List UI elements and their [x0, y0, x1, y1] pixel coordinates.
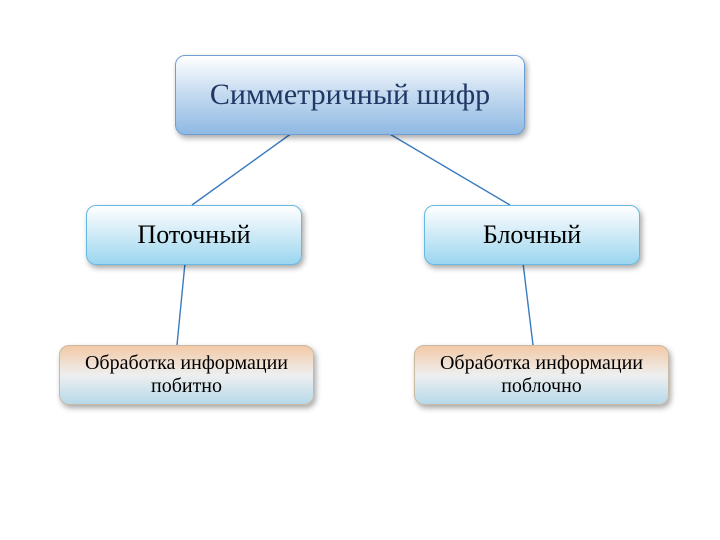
- edge-root-stream: [192, 133, 292, 205]
- node-stream: Поточный: [86, 205, 302, 265]
- diagram-canvas: Симметричный шифр Поточный Блочный Обраб…: [0, 0, 720, 540]
- edge-block-blockwise: [523, 263, 533, 345]
- node-block: Блочный: [424, 205, 640, 265]
- node-bitwise: Обработка информации побитно: [59, 345, 314, 405]
- node-stream-label: Поточный: [137, 220, 250, 250]
- node-blockwise-label: Обработка информации поблочно: [423, 352, 660, 398]
- edge-root-block: [388, 133, 510, 205]
- edge-stream-bitwise: [177, 263, 185, 345]
- node-root-label: Симметричный шифр: [210, 78, 490, 113]
- node-bitwise-label: Обработка информации побитно: [68, 352, 305, 398]
- node-blockwise: Обработка информации поблочно: [414, 345, 669, 405]
- node-block-label: Блочный: [483, 220, 581, 250]
- node-root: Симметричный шифр: [175, 55, 525, 135]
